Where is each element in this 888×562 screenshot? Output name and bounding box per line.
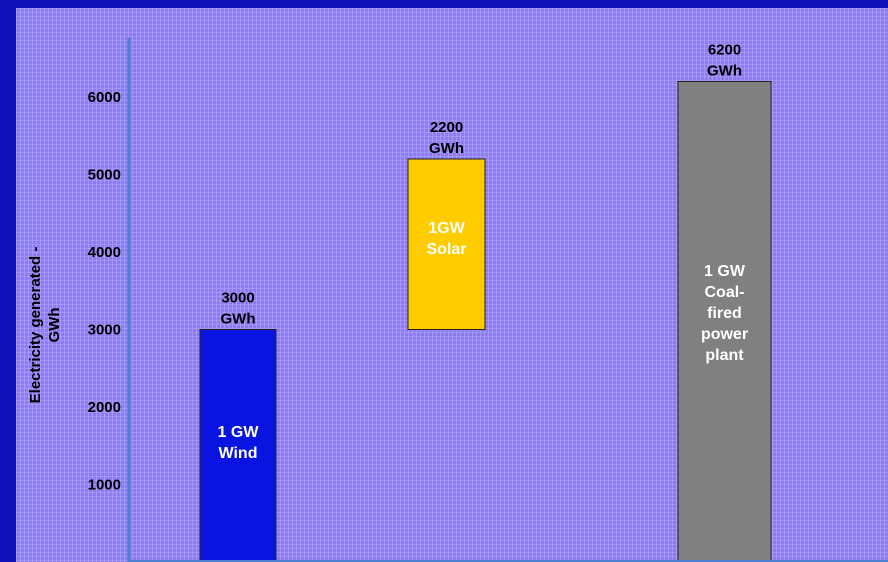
- bar: [407, 158, 486, 330]
- y-tick-label: 4000: [88, 244, 121, 261]
- bar-value-label: GWh: [429, 140, 464, 157]
- y-tick-label: 5000: [88, 167, 121, 184]
- bar-value-label: 3000: [221, 290, 254, 307]
- bar-category-label: 1GW: [428, 220, 465, 237]
- bar-category-label: 1 GW: [704, 263, 746, 280]
- bar-category-label: fired: [707, 305, 742, 322]
- y-tick-label: 2000: [88, 399, 121, 416]
- bars: 3000 GWh 1 GW Wind 2200 GWh 1GW Solar 6200 GWh 1 G…: [199, 42, 772, 562]
- y-axis-title-line-1: Electricity generated -: [27, 247, 44, 404]
- y-ticks: 1000 2000 3000 4000 5000 6000: [88, 89, 121, 494]
- bar: [199, 329, 277, 562]
- bar-value-label: GWh: [707, 63, 742, 80]
- bar-category-label: Wind: [219, 445, 258, 462]
- y-axis-title: Electricity generated - GWh: [27, 247, 63, 404]
- y-axis-title-line-2: GWh: [46, 308, 63, 343]
- y-tick-label: 6000: [88, 89, 121, 106]
- y-tick-label: 3000: [88, 322, 121, 339]
- bar-category-label: plant: [705, 347, 744, 364]
- bar-category-label: power: [701, 326, 748, 343]
- bar-value-label: 2200: [430, 119, 463, 136]
- bar-value-label: GWh: [221, 311, 256, 328]
- y-tick-label: 1000: [88, 477, 121, 494]
- bar-value-label: 6200: [708, 42, 741, 59]
- bar-category-label: Coal-: [705, 284, 745, 301]
- bar-category-label: 1 GW: [218, 424, 260, 441]
- bar-category-label: Solar: [426, 241, 466, 258]
- bar: [677, 81, 772, 562]
